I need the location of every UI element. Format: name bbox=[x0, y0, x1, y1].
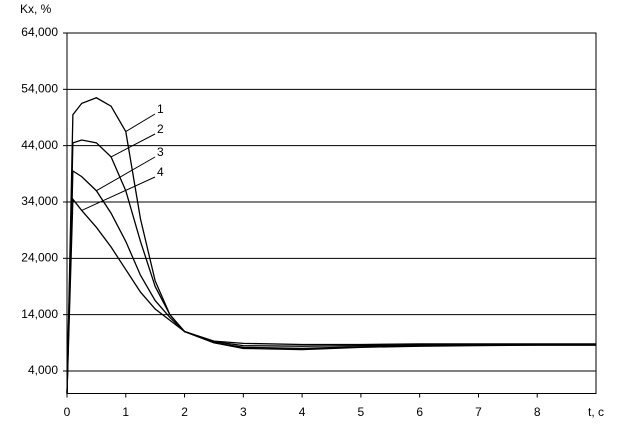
x-tick-label: 0 bbox=[64, 405, 71, 419]
y-tick-label: 54,000 bbox=[21, 82, 58, 96]
x-tick-label: 8 bbox=[534, 405, 541, 419]
leader-line bbox=[96, 156, 156, 192]
series-line bbox=[66, 169, 596, 394]
y-tick-label: 14,000 bbox=[21, 307, 58, 321]
x-tick-label: 5 bbox=[358, 405, 365, 419]
leader-line bbox=[81, 176, 156, 211]
x-tick-label: 1 bbox=[122, 405, 129, 419]
series-label: 2 bbox=[157, 122, 164, 136]
leader-line bbox=[110, 133, 156, 158]
y-tick-label: 24,000 bbox=[21, 250, 58, 264]
y-tick-label: 64,000 bbox=[21, 25, 58, 39]
y-axis-label: Kx, % bbox=[20, 2, 52, 16]
plot-frame bbox=[66, 32, 597, 394]
x-tick-label: 2 bbox=[181, 405, 188, 419]
x-tick-label: 3 bbox=[240, 405, 247, 419]
series-line bbox=[66, 197, 596, 394]
x-tick-label: 4 bbox=[299, 405, 306, 419]
leader-line bbox=[125, 113, 156, 133]
x-tick-label: 6 bbox=[416, 405, 423, 419]
y-tick-label: 44,000 bbox=[21, 138, 58, 152]
x-tick-label: 7 bbox=[475, 405, 482, 419]
series-label: 1 bbox=[157, 102, 164, 116]
y-tick-label: 4,000 bbox=[28, 363, 58, 377]
series-label: 4 bbox=[157, 165, 164, 179]
series-label: 3 bbox=[157, 145, 164, 159]
y-tick-label: 34,000 bbox=[21, 194, 58, 208]
x-axis-label: t, c bbox=[588, 405, 604, 419]
